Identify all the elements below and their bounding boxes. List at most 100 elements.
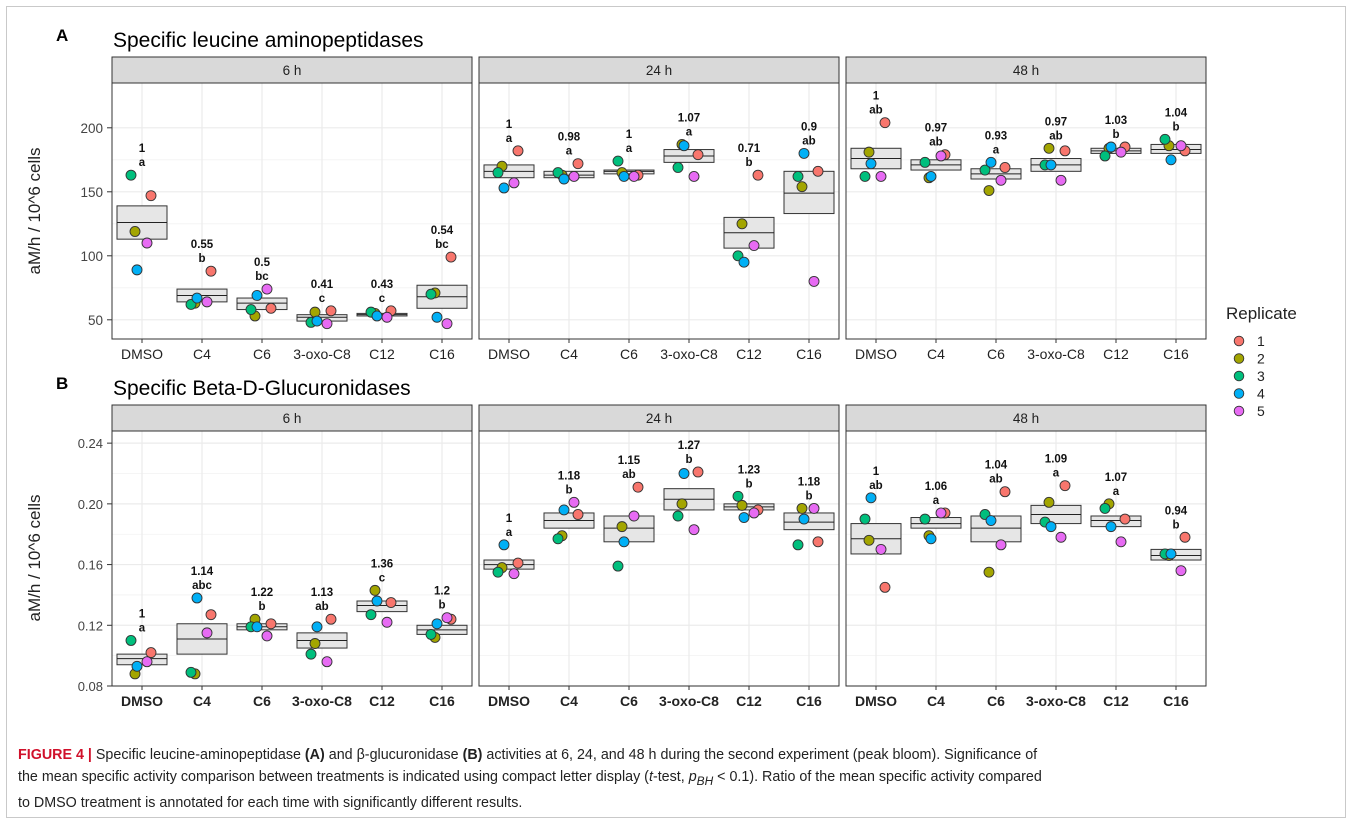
data-point-replicate-4 — [985, 515, 997, 527]
data-point-replicate-1 — [512, 145, 524, 157]
x-tick-label: DMSO — [488, 693, 530, 709]
facet-label: 24 h — [646, 411, 672, 426]
data-point-replicate-1 — [325, 305, 337, 317]
data-point-replicate-1 — [265, 618, 277, 630]
data-point-replicate-4 — [191, 592, 203, 604]
significance-letters: ab — [1049, 130, 1062, 142]
significance-letters: a — [1053, 468, 1060, 480]
data-point-replicate-4 — [618, 536, 630, 548]
data-point-replicate-3 — [672, 510, 684, 522]
ratio-label: 0.41 — [311, 279, 334, 291]
data-point-replicate-4 — [738, 256, 750, 268]
x-tick-label: C12 — [736, 346, 762, 362]
ratio-label: 0.98 — [558, 132, 581, 144]
caption-text: the mean specific activity comparison be… — [18, 769, 649, 785]
ratio-label: 0.97 — [925, 123, 947, 135]
x-tick-label: C4 — [560, 693, 578, 709]
data-point-replicate-3 — [492, 167, 504, 179]
y-tick-label: 150 — [80, 185, 103, 200]
data-point-replicate-1 — [632, 481, 644, 493]
data-point-replicate-4 — [798, 513, 810, 525]
data-point-replicate-3 — [672, 162, 684, 173]
data-point-replicate-4 — [251, 621, 263, 633]
mean-range-box — [236, 297, 288, 311]
ratio-label: 1.07 — [1105, 472, 1127, 484]
data-point-replicate-4 — [558, 504, 570, 516]
caption-subscript: BH — [696, 773, 714, 788]
data-point-replicate-2 — [863, 146, 875, 158]
data-point-replicate-4 — [1165, 154, 1177, 166]
data-point-replicate-5 — [508, 177, 520, 189]
data-point-replicate-5 — [995, 174, 1007, 186]
data-point-replicate-1 — [512, 557, 524, 569]
ratio-label: 1 — [873, 466, 880, 478]
ratio-label: 1 — [139, 143, 146, 155]
x-tick-label: C6 — [620, 346, 638, 362]
data-point-replicate-1 — [1059, 480, 1071, 492]
data-point-replicate-4 — [678, 468, 690, 479]
data-point-replicate-5 — [141, 656, 153, 668]
plot-background — [112, 83, 472, 339]
data-point-replicate-3 — [792, 539, 804, 551]
caption-text: and β-glucuronidase — [324, 747, 463, 763]
data-point-replicate-5 — [875, 543, 887, 555]
facet-strip — [478, 56, 840, 84]
data-point-replicate-3 — [365, 609, 377, 621]
significance-letters: b — [745, 478, 752, 490]
data-point-replicate-5 — [1175, 140, 1187, 152]
data-point-replicate-4 — [251, 290, 263, 301]
data-point-replicate-5 — [441, 318, 453, 330]
data-point-replicate-1 — [999, 162, 1011, 173]
data-point-replicate-2 — [796, 181, 808, 193]
significance-letters: b — [565, 484, 572, 496]
mean-range-box — [603, 169, 655, 175]
facet-strip — [845, 56, 1207, 84]
ratio-label: 1 — [506, 119, 513, 131]
data-point-replicate-1 — [879, 117, 891, 129]
data-point-replicate-3 — [425, 628, 437, 640]
data-point-replicate-1 — [692, 149, 704, 161]
legend-label-3: 3 — [1257, 368, 1265, 384]
data-point-replicate-3 — [492, 566, 504, 578]
facet-label: 24 h — [646, 63, 672, 78]
data-point-replicate-1 — [812, 536, 824, 548]
data-point-replicate-4 — [1105, 141, 1117, 153]
data-point-replicate-5 — [261, 283, 273, 295]
legend-label-2: 2 — [1257, 351, 1265, 367]
facet-label: 6 h — [283, 411, 302, 426]
significance-letters: ab — [929, 137, 942, 149]
data-point-replicate-5 — [381, 311, 393, 323]
data-point-replicate-1 — [265, 302, 277, 314]
facet-strip — [111, 56, 473, 84]
legend-key-1 — [1233, 335, 1245, 347]
caption-text: -test, — [652, 769, 689, 785]
data-point-replicate-2 — [369, 584, 381, 596]
significance-letters: ab — [989, 474, 1002, 486]
significance-letters: a — [686, 126, 693, 138]
data-point-replicate-2 — [863, 534, 875, 546]
data-point-replicate-4 — [558, 173, 570, 185]
significance-letters: b — [258, 601, 265, 613]
legend-key-4 — [1233, 388, 1245, 399]
ratio-label: 0.97 — [1045, 116, 1067, 128]
x-tick-label: C16 — [796, 346, 822, 362]
figure-chart: A Specific leucine aminopeptidases aM/h / … — [25, 26, 1297, 709]
caption-text: Specific leucine-aminopeptidase — [91, 747, 305, 763]
data-point-replicate-2 — [676, 498, 688, 510]
x-tick-label: C12 — [1103, 693, 1129, 709]
data-point-replicate-3 — [1159, 133, 1171, 145]
data-point-replicate-4 — [925, 533, 937, 545]
data-point-replicate-1 — [752, 169, 764, 181]
x-tick-label: C6 — [987, 346, 1005, 362]
legend-key-3 — [1233, 370, 1245, 382]
data-point-replicate-3 — [125, 635, 137, 646]
data-point-replicate-5 — [1175, 565, 1187, 577]
ratio-label: 1.04 — [1165, 107, 1188, 119]
data-point-replicate-2 — [1043, 496, 1055, 508]
legend-label-1: 1 — [1257, 333, 1265, 349]
plot-border — [845, 82, 1207, 340]
data-point-replicate-4 — [311, 621, 323, 633]
significance-letters: a — [139, 157, 146, 169]
x-tick-label: C6 — [620, 693, 638, 709]
data-point-replicate-4 — [431, 311, 443, 323]
